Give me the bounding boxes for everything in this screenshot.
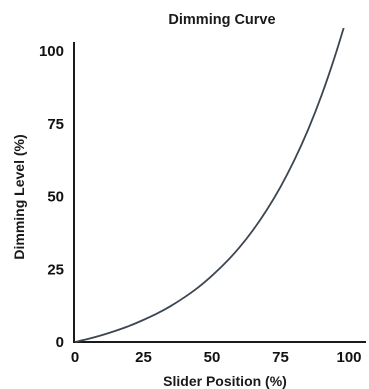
y-tick-label: 0 xyxy=(56,334,64,351)
x-tick-label: 100 xyxy=(336,349,361,366)
x-tick-label: 0 xyxy=(71,349,79,366)
x-tick-label: 75 xyxy=(272,349,289,366)
dimming-curve-line xyxy=(74,28,345,343)
axis-ticks: 0 25 50 75 100 0 25 50 75 100 xyxy=(39,43,362,366)
x-tick-label: 25 xyxy=(135,349,152,366)
x-tick-label: 50 xyxy=(204,349,221,366)
y-tick-label: 25 xyxy=(47,261,64,278)
y-tick-label: 50 xyxy=(47,189,64,206)
x-axis-label: Slider Position (%) xyxy=(163,373,287,389)
y-tick-label: 75 xyxy=(47,116,64,133)
y-tick-label: 100 xyxy=(39,43,64,60)
y-axis-label: Dimming Level (%) xyxy=(11,134,27,259)
chart-title: Dimming Curve xyxy=(168,12,275,28)
